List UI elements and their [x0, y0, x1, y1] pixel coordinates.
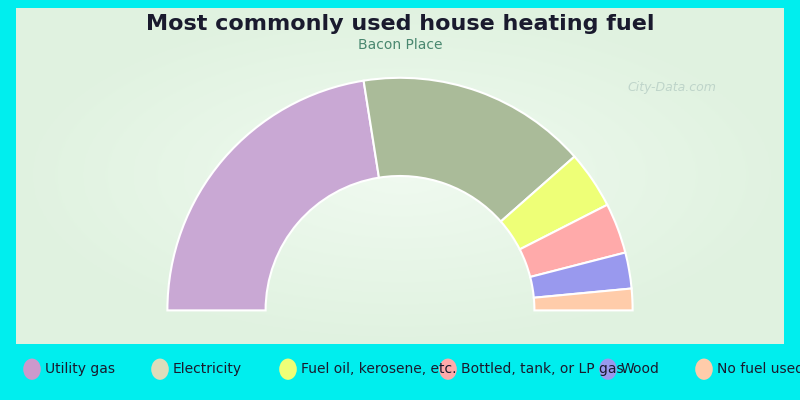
- Wedge shape: [530, 252, 631, 298]
- Wedge shape: [364, 78, 574, 222]
- Text: No fuel used: No fuel used: [717, 362, 800, 376]
- Ellipse shape: [23, 358, 41, 380]
- Ellipse shape: [151, 358, 169, 380]
- Text: City-Data.com: City-Data.com: [627, 82, 717, 94]
- Text: Utility gas: Utility gas: [45, 362, 115, 376]
- Text: Bottled, tank, or LP gas: Bottled, tank, or LP gas: [461, 362, 623, 376]
- Wedge shape: [501, 156, 607, 249]
- Ellipse shape: [695, 358, 713, 380]
- Text: Wood: Wood: [621, 362, 660, 376]
- Wedge shape: [167, 81, 379, 310]
- Text: Bacon Place: Bacon Place: [358, 38, 442, 52]
- Ellipse shape: [599, 358, 617, 380]
- Text: Most commonly used house heating fuel: Most commonly used house heating fuel: [146, 14, 654, 34]
- Ellipse shape: [279, 358, 297, 380]
- Wedge shape: [534, 288, 633, 310]
- Ellipse shape: [439, 358, 457, 380]
- Text: Fuel oil, kerosene, etc.: Fuel oil, kerosene, etc.: [301, 362, 456, 376]
- Wedge shape: [520, 205, 626, 277]
- Text: Electricity: Electricity: [173, 362, 242, 376]
